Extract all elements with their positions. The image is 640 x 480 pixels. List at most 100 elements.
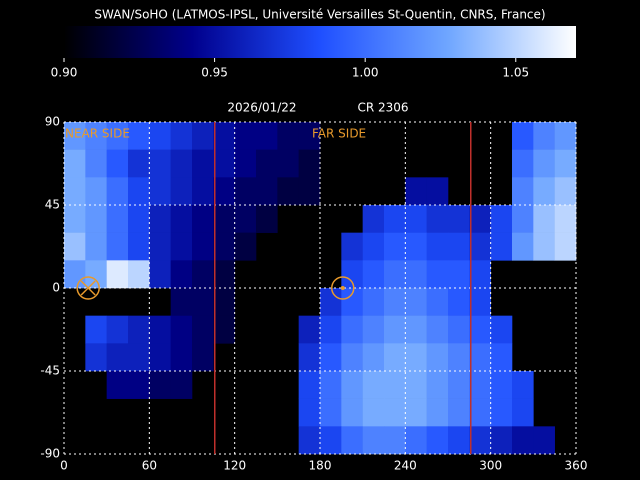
heatmap-cell [533,122,555,150]
heatmap-cell [341,371,363,399]
chart-title: SWAN/SoHO (LATMOS-IPSL, Université Versa… [94,8,545,22]
heatmap-cell [128,205,150,233]
heatmap-cell [362,205,385,233]
heatmap-cell [490,398,513,427]
y-tick-label: 0 [52,281,60,295]
heatmap-cell [490,205,513,233]
heatmap-cell [128,371,150,399]
heatmap-cell [85,343,107,372]
heatmap-cell [341,343,363,372]
heatmap-cell [384,398,406,427]
heatmap-cell [469,205,491,233]
colorbar-tick-label: 0.95 [201,66,228,80]
heatmap-cell [469,288,491,316]
heatmap-cell [405,177,427,206]
heatmap-cell [533,177,555,206]
heatmap-cell [170,149,193,178]
heatmap-cell [64,260,86,289]
y-tick-label: -90 [40,447,60,461]
x-tick-label: 240 [394,459,417,473]
heatmap-cell [405,260,427,289]
heatmap-cell [213,205,235,233]
heatmap-cell [426,398,449,427]
heatmap-cell [128,260,150,289]
heatmap-cell [554,149,577,178]
heatmap-cell [469,232,491,261]
heatmap-cell [192,177,214,206]
heatmap-cell [256,177,278,206]
heatmap-cell [426,177,449,206]
heatmap-cell [192,149,214,178]
heatmap-cell [426,315,449,344]
heatmap-cell [341,288,363,316]
heatmap-cell [426,371,449,399]
far-side-marker [331,276,355,300]
heatmap-cell [512,426,534,455]
heatmap-cell [341,426,363,455]
heatmap-cell [170,177,193,206]
heatmap-cell [192,288,214,316]
heatmap-cell [512,205,534,233]
heatmap-cell [128,177,150,206]
heatmap-cell [320,371,342,399]
heatmap-cell [554,122,577,150]
heatmap-cell [384,232,406,261]
heatmap-cell [405,205,427,233]
heatmap-cell [170,232,193,261]
heatmap-cell [234,177,257,206]
heatmap-cell [405,398,427,427]
heatmap-cell [362,315,385,344]
heatmap-cell [448,315,470,344]
heatmap-cell [85,232,107,261]
heatmap-cell [149,343,171,372]
heatmap-cell [192,315,214,344]
colorbar-tick-label: 1.05 [502,66,529,80]
heatmap-cell [128,149,150,178]
heatmap-cell [128,315,150,344]
x-tick-label: 120 [223,459,246,473]
colorbar-tick-label: 0.90 [51,66,78,80]
heatmap-cell [64,205,86,233]
heatmap-cell [106,260,129,289]
heatmap-cell [448,205,470,233]
heatmap-cell [448,260,470,289]
heatmap-cell [213,177,235,206]
heatmap-cell [362,426,385,455]
heatmap-cell [533,205,555,233]
heatmap-cell [426,232,449,261]
near-side-label: NEAR SIDE [65,127,130,141]
heatmap-cell [149,260,171,289]
heatmap-cell [106,205,129,233]
heatmap-cell [149,205,171,233]
heatmap-cell [128,122,150,150]
heatmap-cell [85,149,107,178]
far-side-label: FAR SIDE [312,127,366,141]
heatmap-cell [85,315,107,344]
heatmap-cell [213,122,235,150]
heatmap-cell [469,260,491,289]
heatmap-cell [234,232,257,261]
heatmap-cell [512,232,534,261]
heatmap-cell [85,205,107,233]
heatmap-cell [298,343,321,372]
heatmap-cell [512,149,534,178]
near-side-marker [76,276,100,300]
heatmap-cell [533,232,555,261]
rotation-label: CR 2306 [357,101,408,115]
heatmap-cell [149,149,171,178]
heatmap-cell [469,343,491,372]
heatmap-cell [128,343,150,372]
heatmap-cell [149,315,171,344]
heatmap-cell [106,177,129,206]
heatmap-cell [106,315,129,344]
heatmap-cell [426,288,449,316]
heatmap-cell [277,177,299,206]
heatmap-cell [533,426,555,455]
heatmap-cell [341,232,363,261]
heatmap-cell [448,398,470,427]
heatmap-cell [384,205,406,233]
heatmap-cell [85,260,107,289]
y-tick-label: 90 [45,115,60,129]
heatmap-cell [469,371,491,399]
heatmap-cell [490,426,513,455]
